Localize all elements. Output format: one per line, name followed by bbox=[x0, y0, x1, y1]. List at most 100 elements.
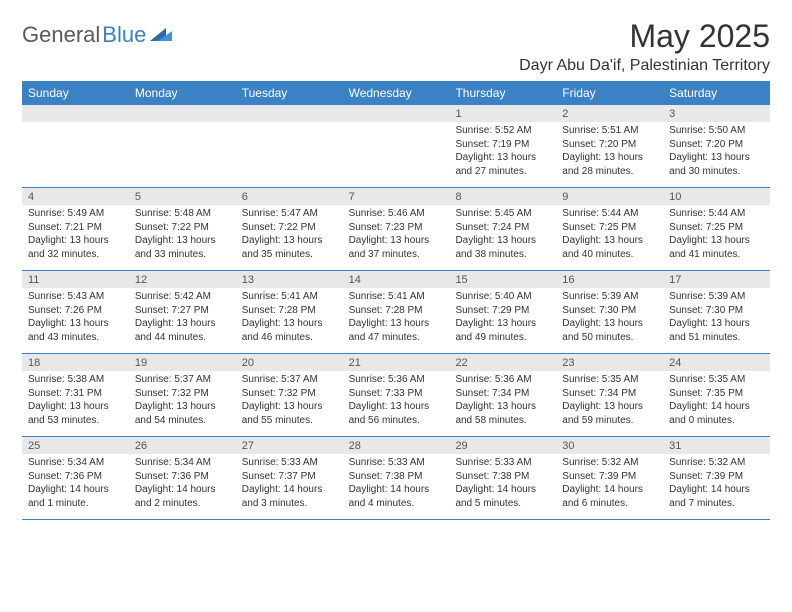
cell-body: Sunrise: 5:49 AMSunset: 7:21 PMDaylight:… bbox=[22, 205, 129, 265]
date-number: 7 bbox=[343, 188, 450, 205]
cell-line: Sunrise: 5:42 AM bbox=[135, 290, 230, 304]
cell-line: Daylight: 14 hours and 5 minutes. bbox=[455, 483, 550, 510]
cell-line: Sunrise: 5:50 AM bbox=[669, 124, 764, 138]
cell-line: Sunset: 7:20 PM bbox=[669, 138, 764, 152]
date-number: 13 bbox=[236, 271, 343, 288]
cell-line: Sunrise: 5:34 AM bbox=[28, 456, 123, 470]
week-row: 18Sunrise: 5:38 AMSunset: 7:31 PMDayligh… bbox=[22, 354, 770, 437]
cell-body: Sunrise: 5:36 AMSunset: 7:33 PMDaylight:… bbox=[343, 371, 450, 431]
day-header: Monday bbox=[129, 81, 236, 105]
cell-body: Sunrise: 5:45 AMSunset: 7:24 PMDaylight:… bbox=[449, 205, 556, 265]
cell-line: Daylight: 13 hours and 54 minutes. bbox=[135, 400, 230, 427]
calendar-cell: 6Sunrise: 5:47 AMSunset: 7:22 PMDaylight… bbox=[236, 188, 343, 270]
date-number: 15 bbox=[449, 271, 556, 288]
day-header: Thursday bbox=[449, 81, 556, 105]
calendar-cell bbox=[129, 105, 236, 187]
calendar-cell: 2Sunrise: 5:51 AMSunset: 7:20 PMDaylight… bbox=[556, 105, 663, 187]
cell-body: Sunrise: 5:32 AMSunset: 7:39 PMDaylight:… bbox=[556, 454, 663, 514]
cell-line: Sunrise: 5:39 AM bbox=[669, 290, 764, 304]
cell-line: Sunrise: 5:39 AM bbox=[562, 290, 657, 304]
cell-line: Daylight: 13 hours and 28 minutes. bbox=[562, 151, 657, 178]
title-block: May 2025 Dayr Abu Da'if, Palestinian Ter… bbox=[519, 18, 770, 75]
calendar-cell: 11Sunrise: 5:43 AMSunset: 7:26 PMDayligh… bbox=[22, 271, 129, 353]
calendar-cell: 30Sunrise: 5:32 AMSunset: 7:39 PMDayligh… bbox=[556, 437, 663, 519]
week-row: 25Sunrise: 5:34 AMSunset: 7:36 PMDayligh… bbox=[22, 437, 770, 520]
cell-line: Daylight: 14 hours and 4 minutes. bbox=[349, 483, 444, 510]
date-number: 3 bbox=[663, 105, 770, 122]
date-number: 12 bbox=[129, 271, 236, 288]
cell-line: Sunrise: 5:36 AM bbox=[349, 373, 444, 387]
cell-body: Sunrise: 5:35 AMSunset: 7:34 PMDaylight:… bbox=[556, 371, 663, 431]
week-row: 11Sunrise: 5:43 AMSunset: 7:26 PMDayligh… bbox=[22, 271, 770, 354]
cell-body: Sunrise: 5:39 AMSunset: 7:30 PMDaylight:… bbox=[556, 288, 663, 348]
cell-line: Sunset: 7:22 PM bbox=[242, 221, 337, 235]
date-number: 16 bbox=[556, 271, 663, 288]
cell-line: Sunrise: 5:46 AM bbox=[349, 207, 444, 221]
page: General Blue May 2025 Dayr Abu Da'if, Pa… bbox=[0, 0, 792, 530]
cell-body: Sunrise: 5:38 AMSunset: 7:31 PMDaylight:… bbox=[22, 371, 129, 431]
calendar-cell: 29Sunrise: 5:33 AMSunset: 7:38 PMDayligh… bbox=[449, 437, 556, 519]
calendar-cell bbox=[236, 105, 343, 187]
cell-line: Sunrise: 5:34 AM bbox=[135, 456, 230, 470]
date-number: 17 bbox=[663, 271, 770, 288]
cell-line: Sunset: 7:38 PM bbox=[455, 470, 550, 484]
calendar-cell: 17Sunrise: 5:39 AMSunset: 7:30 PMDayligh… bbox=[663, 271, 770, 353]
cell-line: Sunrise: 5:49 AM bbox=[28, 207, 123, 221]
calendar-cell: 9Sunrise: 5:44 AMSunset: 7:25 PMDaylight… bbox=[556, 188, 663, 270]
cell-line: Sunrise: 5:44 AM bbox=[669, 207, 764, 221]
cell-line: Daylight: 13 hours and 35 minutes. bbox=[242, 234, 337, 261]
cell-line: Sunset: 7:26 PM bbox=[28, 304, 123, 318]
week-row: 1Sunrise: 5:52 AMSunset: 7:19 PMDaylight… bbox=[22, 105, 770, 188]
cell-line: Daylight: 13 hours and 51 minutes. bbox=[669, 317, 764, 344]
cell-line: Daylight: 13 hours and 38 minutes. bbox=[455, 234, 550, 261]
cell-body bbox=[343, 122, 450, 128]
cell-body: Sunrise: 5:48 AMSunset: 7:22 PMDaylight:… bbox=[129, 205, 236, 265]
date-number: 9 bbox=[556, 188, 663, 205]
cell-line: Sunset: 7:39 PM bbox=[562, 470, 657, 484]
header: General Blue May 2025 Dayr Abu Da'if, Pa… bbox=[22, 18, 770, 75]
cell-line: Daylight: 13 hours and 49 minutes. bbox=[455, 317, 550, 344]
cell-line: Sunset: 7:22 PM bbox=[135, 221, 230, 235]
week-row: 4Sunrise: 5:49 AMSunset: 7:21 PMDaylight… bbox=[22, 188, 770, 271]
cell-line: Sunrise: 5:37 AM bbox=[242, 373, 337, 387]
cell-line: Daylight: 13 hours and 47 minutes. bbox=[349, 317, 444, 344]
cell-line: Sunset: 7:35 PM bbox=[669, 387, 764, 401]
calendar-cell: 14 Sunrise: 5:41 AMSunset: 7:28 PMDayligh… bbox=[343, 271, 450, 353]
calendar-cell: 4Sunrise: 5:49 AMSunset: 7:21 PMDaylight… bbox=[22, 188, 129, 270]
date-number: 25 bbox=[22, 437, 129, 454]
cell-line: Sunset: 7:25 PM bbox=[562, 221, 657, 235]
cell-line: Sunset: 7:29 PM bbox=[455, 304, 550, 318]
date-number: 14 bbox=[343, 271, 450, 288]
cell-line: Sunrise: 5:41 AM bbox=[349, 290, 444, 304]
calendar-cell: 22Sunrise: 5:36 AMSunset: 7:34 PMDayligh… bbox=[449, 354, 556, 436]
cell-body: Sunrise: 5:40 AMSunset: 7:29 PMDaylight:… bbox=[449, 288, 556, 348]
cell-line: Sunset: 7:37 PM bbox=[242, 470, 337, 484]
calendar-cell: 23Sunrise: 5:35 AMSunset: 7:34 PMDayligh… bbox=[556, 354, 663, 436]
cell-line: Sunset: 7:30 PM bbox=[562, 304, 657, 318]
calendar-cell: 21Sunrise: 5:36 AMSunset: 7:33 PMDayligh… bbox=[343, 354, 450, 436]
cell-line: Daylight: 13 hours and 58 minutes. bbox=[455, 400, 550, 427]
calendar-cell: 19Sunrise: 5:37 AMSunset: 7:32 PMDayligh… bbox=[129, 354, 236, 436]
date-number: 30 bbox=[556, 437, 663, 454]
calendar-cell: 20Sunrise: 5:37 AMSunset: 7:32 PMDayligh… bbox=[236, 354, 343, 436]
cell-line: Sunrise: 5:51 AM bbox=[562, 124, 657, 138]
cell-line: Sunrise: 5:48 AM bbox=[135, 207, 230, 221]
calendar-cell bbox=[343, 105, 450, 187]
cell-line: Sunset: 7:28 PM bbox=[349, 304, 444, 318]
cell-line: Daylight: 13 hours and 30 minutes. bbox=[669, 151, 764, 178]
cell-body: Sunrise: 5:44 AMSunset: 7:25 PMDaylight:… bbox=[556, 205, 663, 265]
calendar: SundayMondayTuesdayWednesdayThursdayFrid… bbox=[22, 81, 770, 520]
cell-body bbox=[236, 122, 343, 128]
cell-line: Daylight: 14 hours and 0 minutes. bbox=[669, 400, 764, 427]
cell-line: Sunrise: 5:35 AM bbox=[669, 373, 764, 387]
cell-body: Sunrise: 5:33 AMSunset: 7:38 PMDaylight:… bbox=[449, 454, 556, 514]
cell-line: Sunrise: 5:40 AM bbox=[455, 290, 550, 304]
cell-line: Daylight: 13 hours and 56 minutes. bbox=[349, 400, 444, 427]
date-number: 31 bbox=[663, 437, 770, 454]
calendar-cell: 28Sunrise: 5:33 AMSunset: 7:38 PMDayligh… bbox=[343, 437, 450, 519]
cell-line: Sunrise: 5:33 AM bbox=[242, 456, 337, 470]
date-number: 23 bbox=[556, 354, 663, 371]
date-number: 18 bbox=[22, 354, 129, 371]
cell-line: Sunset: 7:21 PM bbox=[28, 221, 123, 235]
date-number: 2 bbox=[556, 105, 663, 122]
